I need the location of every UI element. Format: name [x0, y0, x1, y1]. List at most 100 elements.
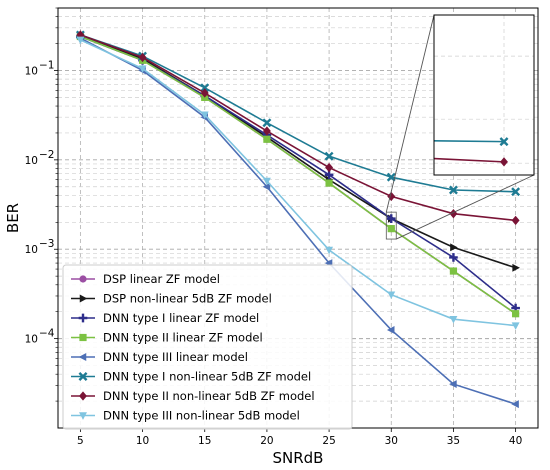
legend-label: DNN type I linear ZF model	[103, 311, 259, 325]
y-tick-label: 10	[25, 65, 38, 77]
plot-area	[75, 30, 521, 409]
marker-point	[76, 36, 85, 45]
marker-point	[386, 214, 396, 223]
marker-point	[500, 157, 508, 167]
x-tick-label: 30	[385, 435, 398, 447]
inset-series	[0, 67, 508, 167]
marker-point	[499, 137, 509, 147]
marker-point	[386, 325, 395, 334]
marker-point	[262, 126, 271, 136]
inset-series	[0, 31, 508, 240]
inset-background	[434, 15, 534, 175]
inset-series-line	[0, 33, 504, 291]
inset-plot	[0, 15, 534, 291]
marker-point	[386, 172, 396, 182]
marker-point	[400, 152, 408, 161]
legend-entry: DSP linear ZF model	[71, 272, 220, 286]
y-tick-label: 10	[25, 334, 38, 346]
marker-point	[0, 70, 8, 79]
legend-label: DNN type III linear model	[103, 350, 248, 364]
marker-point	[79, 333, 87, 342]
x-tick-label: 5	[77, 435, 84, 447]
marker-point	[78, 353, 87, 361]
x-tick-label: 25	[322, 435, 335, 447]
inset-frame	[433, 14, 535, 176]
legend: DSP linear ZF model DSP non-linear 5dB ZF…	[62, 264, 353, 430]
marker-point	[138, 52, 147, 63]
legend-entry: DSP non-linear 5dB ZF model	[71, 292, 272, 306]
legend-label: DSP non-linear 5dB ZF model	[103, 292, 272, 306]
legend-entry: DNN type III non-linear 5dB model	[71, 409, 300, 423]
legend-entry: DNN type I linear ZF model	[71, 311, 259, 325]
marker-point	[400, 273, 408, 281]
marker-point	[200, 88, 209, 98]
marker-point	[262, 182, 271, 191]
marker-point	[500, 224, 507, 231]
marker-point	[200, 111, 209, 120]
legend-label: DNN type I non-linear 5dB ZF model	[103, 370, 311, 384]
marker-point	[0, 72, 7, 79]
marker-point	[512, 310, 520, 318]
zoom-connector	[385, 14, 435, 213]
series-line	[80, 34, 516, 269]
marker-point	[138, 65, 147, 73]
marker-point	[449, 315, 458, 324]
x-tick-label: 40	[509, 435, 522, 447]
marker-point	[200, 83, 210, 93]
marker-point	[325, 162, 334, 173]
series-line	[80, 34, 516, 222]
series-line	[80, 37, 516, 405]
marker-point	[500, 219, 509, 228]
marker-point	[387, 191, 396, 202]
marker-point	[511, 322, 520, 330]
y-tick-label: 10	[25, 244, 38, 256]
marker-point	[300, 128, 307, 135]
marker-point	[78, 313, 88, 323]
marker-point	[79, 294, 88, 303]
marker-point	[79, 275, 87, 283]
marker-point	[200, 188, 208, 196]
marker-point	[449, 267, 458, 275]
marker-point	[511, 400, 519, 409]
marker-point	[100, 94, 108, 103]
marker-point	[262, 118, 272, 128]
legend-box	[62, 264, 353, 430]
marker-point	[0, 65, 7, 72]
marker-point	[325, 246, 334, 255]
inset-series	[0, 65, 509, 147]
series-dnn-type-i-non-linear-5db-zf-model	[75, 30, 521, 197]
legend-entry: DNN type III linear model	[71, 350, 248, 364]
marker-point	[100, 134, 108, 142]
marker-point	[500, 224, 507, 231]
marker-point	[400, 184, 409, 193]
series-line	[80, 34, 516, 193]
marker-point	[511, 215, 520, 226]
marker-point	[449, 253, 458, 262]
y-tick-exponent: −4	[39, 328, 55, 340]
marker-point	[325, 179, 333, 187]
marker-point	[262, 177, 271, 186]
legend-label: DNN type III non-linear 5dB model	[103, 409, 300, 423]
series-line	[80, 39, 516, 327]
marker-point	[449, 380, 457, 389]
marker-point	[100, 101, 107, 108]
marker-point	[387, 225, 395, 233]
x-tick-label: 10	[136, 435, 149, 447]
marker-point	[0, 67, 8, 76]
marker-point	[0, 72, 7, 79]
series-dnn-type-iii-non-linear-5db-model	[76, 36, 520, 330]
marker-point	[100, 131, 108, 139]
legend-label: DSP linear ZF model	[103, 272, 220, 286]
marker-point	[100, 101, 107, 108]
x-tick-label: 15	[198, 435, 211, 447]
marker-point	[450, 243, 458, 252]
marker-point	[0, 84, 8, 92]
legend-entry: DNN type II linear ZF model	[71, 331, 263, 345]
marker-point	[387, 291, 396, 300]
x-axis-title: SNRdB	[273, 449, 324, 467]
marker-point	[1, 70, 9, 78]
legend-entry: DNN type I non-linear 5dB ZF model	[71, 370, 311, 384]
x-tick-label: 35	[447, 435, 460, 447]
marker-point	[263, 135, 271, 143]
